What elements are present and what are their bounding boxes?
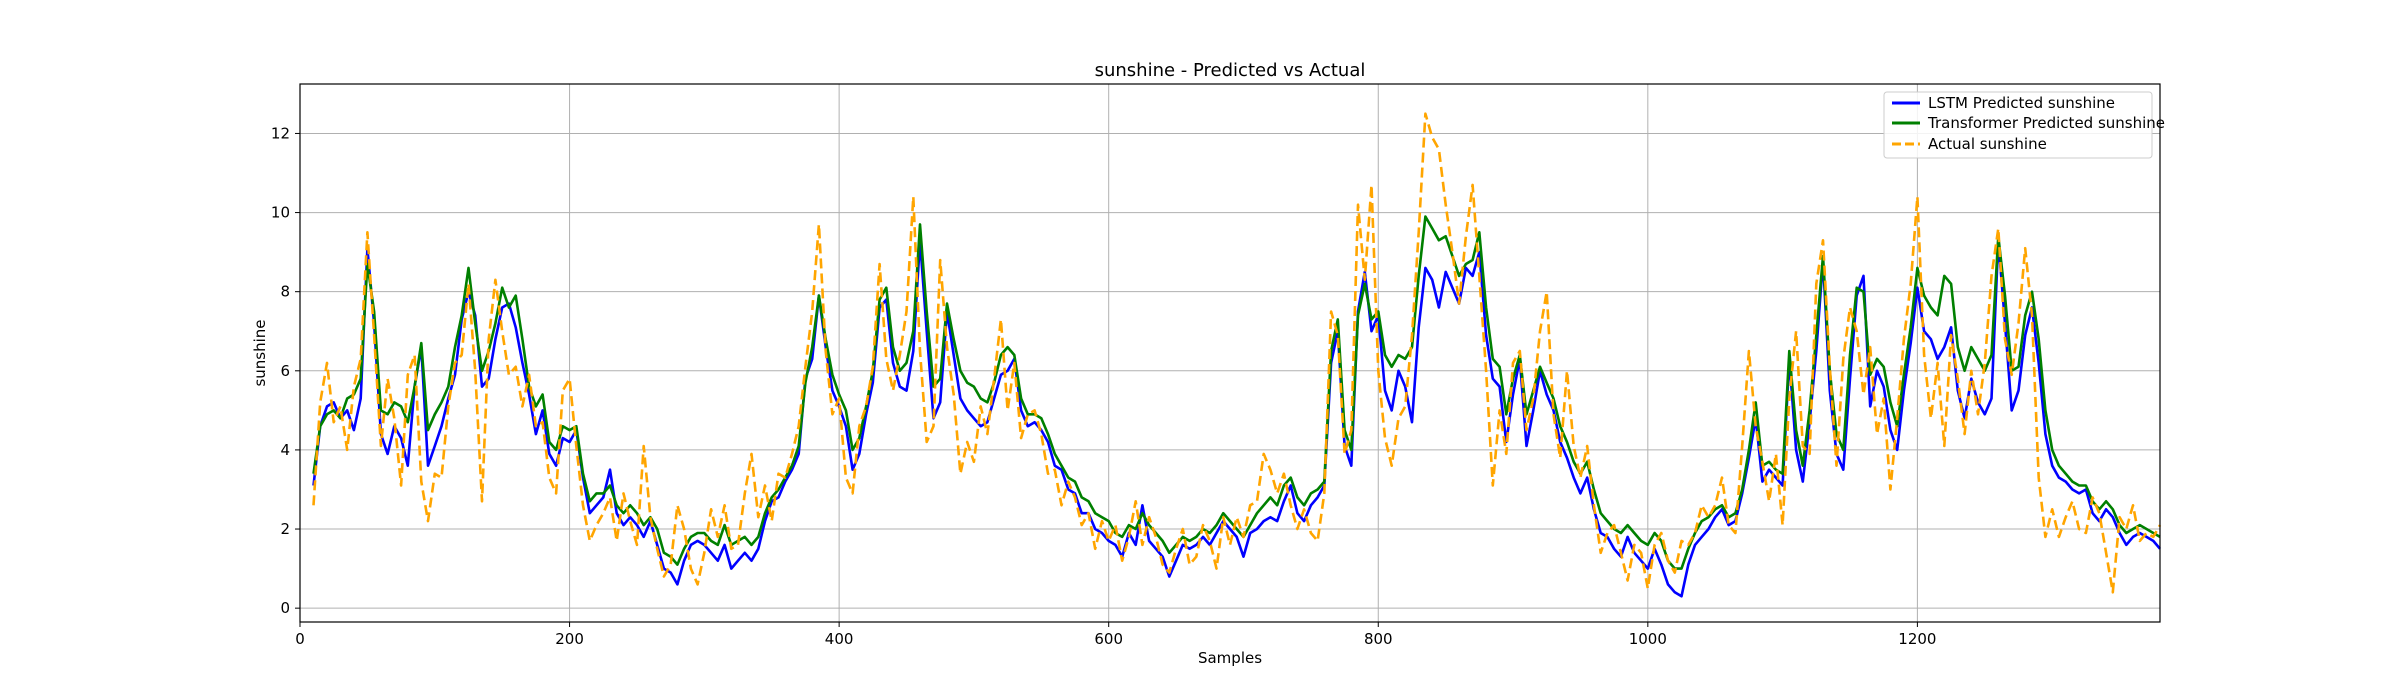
y-tick-label: 12 — [271, 124, 290, 142]
x-tick-label: 1000 — [1629, 630, 1667, 648]
y-tick-label: 2 — [280, 520, 290, 538]
x-tick-label: 600 — [1094, 630, 1123, 648]
x-axis-title: Samples — [1198, 649, 1262, 667]
lstm-predicted-line — [312, 239, 2161, 598]
chart-title: sunshine - Predicted vs Actual — [1095, 60, 1366, 81]
axis-ticks: 0 200 400 600 800 1000 1200 0 2 4 6 8 10 12 — [271, 124, 1937, 648]
y-tick-label: 8 — [280, 283, 290, 301]
y-tick-label: 10 — [271, 204, 290, 222]
x-tick-label: 200 — [555, 630, 584, 648]
legend-label-lstm: LSTM Predicted sunshine — [1928, 94, 2115, 112]
x-tick-label: 0 — [295, 630, 305, 648]
plot-area-frame — [299, 83, 2161, 623]
x-tick-label: 800 — [1364, 630, 1393, 648]
y-axis-title: sunshine — [251, 319, 269, 386]
legend-label-transformer: Transformer Predicted sunshine — [1927, 114, 2165, 132]
gridlines — [299, 84, 2160, 622]
y-tick-label: 6 — [280, 362, 290, 380]
y-tick-label: 0 — [280, 599, 290, 617]
actual-sunshine-line — [312, 112, 2162, 594]
y-tick-label: 4 — [280, 441, 290, 459]
x-tick-label: 1200 — [1898, 630, 1936, 648]
legend: LSTM Predicted sunshine Transformer Pred… — [1883, 91, 2165, 159]
x-tick-label: 400 — [825, 630, 854, 648]
legend-box — [1883, 91, 2153, 159]
legend-label-actual: Actual sunshine — [1928, 135, 2047, 153]
plot-lines — [312, 112, 2162, 598]
transformer-predicted-line — [312, 215, 2161, 570]
